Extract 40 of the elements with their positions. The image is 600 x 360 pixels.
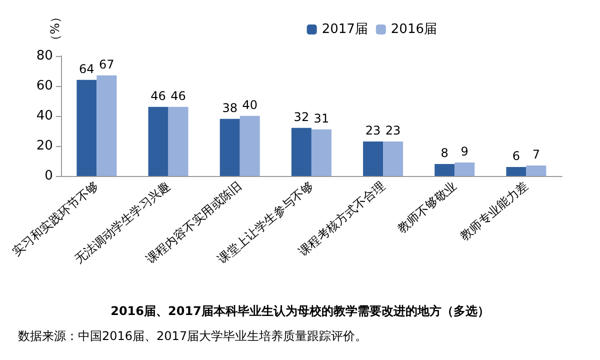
data-label: 40 xyxy=(242,98,258,112)
bar xyxy=(76,80,97,176)
data-label: 6 xyxy=(512,148,520,163)
y-axis-title: （%） xyxy=(48,11,62,46)
bar xyxy=(96,75,117,176)
data-label: 23 xyxy=(365,123,381,138)
y-tick-label: 60 xyxy=(36,78,53,94)
bar xyxy=(526,165,546,176)
data-label: 7 xyxy=(532,147,540,162)
data-label: 38 xyxy=(222,100,238,115)
y-tick-label: 80 xyxy=(36,48,53,64)
legend-label: 2017届 xyxy=(322,22,368,37)
bar xyxy=(291,128,312,176)
source-note: 数据来源：中国2016届、2017届大学毕业生培养质量跟踪评价。 xyxy=(18,329,368,343)
data-label: 31 xyxy=(314,111,330,126)
data-label: 64 xyxy=(79,62,94,76)
bar xyxy=(148,106,168,176)
bar xyxy=(311,129,332,176)
bar xyxy=(168,106,188,176)
text: 2016届、2017届本科毕业生认为母校的教学需要改进的地方（多选） xyxy=(110,304,490,318)
y-tick-label: 20 xyxy=(36,138,53,154)
data-label: 23 xyxy=(385,123,401,138)
x-tick-label: 教师专业能力差 xyxy=(457,178,531,244)
y-tick-label: 0 xyxy=(44,168,53,184)
bar xyxy=(220,118,240,176)
bar xyxy=(434,164,455,176)
data-label: 9 xyxy=(460,144,468,158)
bar xyxy=(383,141,404,176)
bar xyxy=(454,162,475,176)
bar xyxy=(240,116,260,176)
legend-label: 2016届 xyxy=(390,22,438,37)
data-label: 46 xyxy=(150,88,166,103)
bar xyxy=(363,141,384,176)
data-label: 67 xyxy=(99,57,114,72)
data-label: 46 xyxy=(170,88,186,103)
data-label: 32 xyxy=(294,110,310,124)
data-label: 8 xyxy=(440,146,448,160)
y-tick-label: 40 xyxy=(36,108,53,124)
bar xyxy=(506,166,526,176)
x-tick-label: 教师不够敬业 xyxy=(394,178,460,236)
